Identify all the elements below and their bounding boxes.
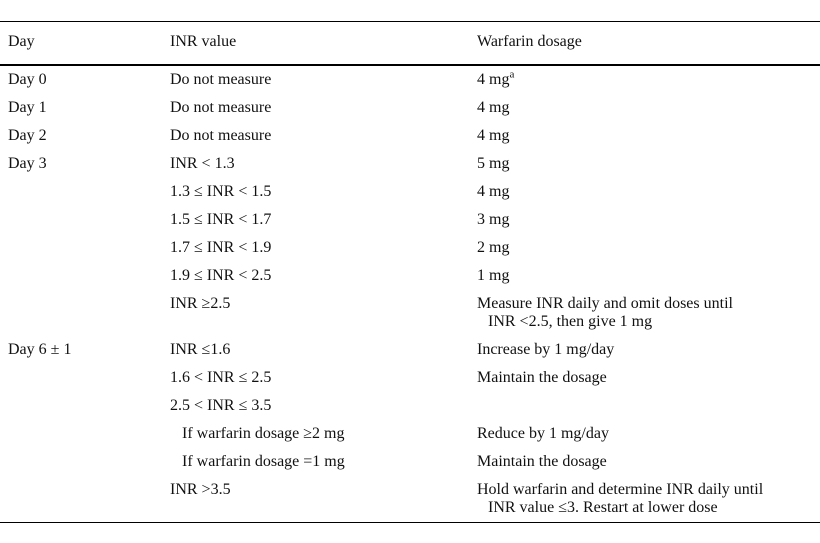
dosage-cell: 4 mg [477,122,820,150]
day-cell [0,262,170,290]
table-row: 1.5 ≤ INR < 1.7 3 mg [0,206,820,234]
table-row: Day 6 ± 1 INR ≤1.6 Increase by 1 mg/day [0,336,820,364]
table-row: Day 2 Do not measure 4 mg [0,122,820,150]
dosage-text: 2 mg [477,239,510,256]
table-row: 1.6 < INR ≤ 2.5 Maintain the dosage [0,364,820,392]
table-row: 1.7 ≤ INR < 1.9 2 mg [0,234,820,262]
header-dosage: Warfarin dosage [477,21,820,66]
day-cell [0,420,170,448]
day-cell: Day 1 [8,99,47,116]
day-cell: Day 0 [8,71,47,88]
dosage-cell: Measure INR daily and omit doses until IN… [477,290,820,336]
inr-cell: Do not measure [170,71,272,88]
header-day: Day [0,21,170,66]
day-cell [0,206,170,234]
table-body: Day 0 Do not measure 4 mga Day 1 Do not meas… [0,65,820,523]
warfarin-dosage-table: Day INR value Warfarin dosage Day 0 Do no… [0,21,820,523]
table-row: 1.9 ≤ INR < 2.5 1 mg [0,262,820,290]
dosage-text: Measure INR daily and omit doses until [477,295,733,312]
table-row: INR ≥2.5 Measure INR daily and omit doses… [0,290,820,336]
dosage-cell [477,392,820,420]
day-cell [0,234,170,262]
dosage-text: 3 mg [477,211,510,228]
table-row: If warfarin dosage ≥2 mg Reduce by 1 mg/d… [0,420,820,448]
header-row: Day INR value Warfarin dosage [0,21,820,66]
inr-cell: 1.6 < INR ≤ 2.5 [170,369,272,386]
inr-cell: INR >3.5 [170,481,231,498]
dosage-cell: 4 mg [477,94,820,122]
table-header: Day INR value Warfarin dosage [0,21,820,66]
day-cell [0,392,170,420]
day-cell: Day 6 ± 1 [8,341,72,358]
dosage-text: 4 mg [477,183,510,200]
table-row: Day 3 INR < 1.3 5 mg [0,150,820,178]
dosage-cell: Reduce by 1 mg/day [477,420,820,448]
table-row: Day 0 Do not measure 4 mga [0,65,820,94]
dosage-cell: 4 mga [477,65,820,94]
dosage-text: Increase by 1 mg/day [477,341,615,358]
inr-cell: INR < 1.3 [170,155,235,172]
dosage-cell: Increase by 1 mg/day [477,336,820,364]
inr-cell: INR ≤1.6 [170,341,231,358]
inr-cell: 2.5 < INR ≤ 3.5 [170,397,272,414]
inr-cell: If warfarin dosage =1 mg [182,453,345,470]
dosage-cell: 3 mg [477,206,820,234]
inr-cell: INR ≥2.5 [170,295,231,312]
table-row: 1.3 ≤ INR < 1.5 4 mg [0,178,820,206]
dosage-text: Maintain the dosage [477,453,607,470]
dosage-text: 4 mg [477,99,510,116]
dosage-cell: 5 mg [477,150,820,178]
table-row: If warfarin dosage =1 mg Maintain the dos… [0,448,820,476]
dosage-text: 4 mg [477,127,510,144]
dosage-text-line2: INR <2.5, then give 1 mg [488,313,653,330]
table-row: Day 1 Do not measure 4 mg [0,94,820,122]
header-inr: INR value [170,21,477,66]
inr-cell: 1.9 ≤ INR < 2.5 [170,267,272,284]
dosage-cell: Hold warfarin and determine INR daily un… [477,476,820,523]
table-row: 2.5 < INR ≤ 3.5 [0,392,820,420]
dosage-text: 1 mg [477,267,510,284]
dosage-text: Maintain the dosage [477,369,607,386]
day-cell [0,290,170,336]
dosage-text: Reduce by 1 mg/day [477,425,609,442]
table-row: INR >3.5 Hold warfarin and determine INR … [0,476,820,523]
dosage-cell: 2 mg [477,234,820,262]
day-cell [0,476,170,523]
dosage-cell: Maintain the dosage [477,364,820,392]
inr-cell: 1.7 ≤ INR < 1.9 [170,239,272,256]
inr-cell: 1.5 ≤ INR < 1.7 [170,211,272,228]
inr-cell: 1.3 ≤ INR < 1.5 [170,183,272,200]
dosage-text: Hold warfarin and determine INR daily un… [477,481,764,498]
dosage-cell: 1 mg [477,262,820,290]
footnote-marker: a [509,68,515,81]
day-cell [0,448,170,476]
inr-cell: If warfarin dosage ≥2 mg [182,425,345,442]
dosage-text-line2: INR value ≤3. Restart at lower dose [488,499,718,516]
dosage-cell: Maintain the dosage [477,448,820,476]
day-cell [0,178,170,206]
day-cell: Day 3 [8,155,47,172]
dosage-text: 5 mg [477,155,510,172]
day-cell [0,364,170,392]
inr-cell: Do not measure [170,127,272,144]
day-cell: Day 2 [8,127,47,144]
inr-cell: Do not measure [170,99,272,116]
dosage-text: 4 mg [477,71,510,88]
dosage-cell: 4 mg [477,178,820,206]
